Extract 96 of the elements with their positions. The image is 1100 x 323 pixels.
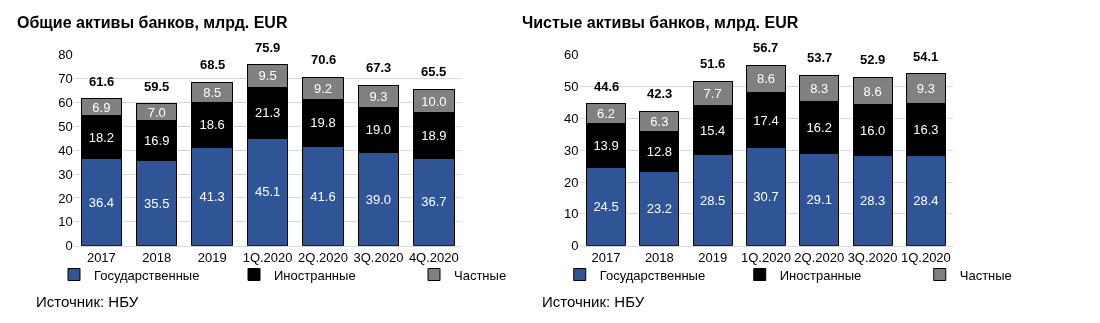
y-tick-label: 20	[58, 190, 73, 206]
chart-title: Чистые активы банков, млрд. EUR	[522, 14, 799, 31]
data-label: 23.2	[646, 201, 672, 217]
data-label: 9.3	[916, 81, 935, 97]
text: Источник: НБУ	[36, 293, 139, 310]
legend-label: Частные	[959, 267, 1012, 283]
total-label: 59.5	[144, 79, 170, 94]
total-label: 53.7	[807, 50, 833, 65]
series-label: Государственные	[599, 267, 706, 283]
data-label: 39.0	[365, 191, 392, 207]
total-label: 54.1	[913, 49, 939, 64]
y-tick-label: 70	[58, 71, 73, 87]
x-tick-label: 4Q.2020	[408, 250, 459, 266]
data-label: 16.9	[144, 133, 170, 149]
data-label: 8.6	[863, 83, 882, 99]
data-label: 28.4	[913, 193, 939, 209]
y-tick-label: 40	[58, 142, 73, 158]
y-tick-label: 0	[65, 238, 73, 254]
data-label: 15.4	[699, 122, 726, 138]
x-tick-label: 2017	[86, 250, 116, 266]
data-label: 24.5	[593, 199, 619, 215]
data-label: 6.2	[597, 106, 616, 122]
x-tick-label: 1Q.2020	[900, 250, 951, 266]
x-tick-label: 2019	[698, 250, 728, 266]
data-label: 9.2	[313, 80, 333, 96]
data-label: 16.0	[859, 122, 886, 138]
data-label: 41.3	[199, 188, 225, 204]
data-label: 28.3	[859, 193, 886, 209]
data-label: 8.6	[756, 71, 775, 87]
x-tick-label: 2018	[142, 250, 172, 266]
y-tick-label: 50	[563, 79, 579, 95]
x-tick-label: 2Q.2020	[794, 250, 845, 266]
y-tick-label: 60	[563, 47, 579, 63]
data-label: 13.9	[593, 138, 619, 154]
data-label: 36.4	[88, 194, 115, 210]
y-tick-label: 80	[58, 47, 73, 63]
data-label: 35.5	[144, 195, 170, 211]
data-label: 18.2	[88, 129, 115, 145]
data-label: 21.3	[254, 105, 281, 121]
y-tick-label: 30	[58, 166, 73, 182]
x-tick-label: 2Q.2020	[298, 250, 348, 266]
y-tick-label: 0	[571, 238, 579, 254]
y-tick-label: 10	[563, 206, 579, 222]
data-label: 16.2	[806, 119, 832, 135]
total-label: 42.3	[647, 86, 673, 101]
data-label: 45.1	[254, 184, 281, 200]
legend-label: Иностранные	[779, 267, 862, 283]
x-tick-label: 2017	[591, 250, 621, 266]
total-label: 52.9	[860, 52, 886, 67]
x-tick-label: 1Q.2020	[741, 250, 791, 266]
data-label: 8.5	[203, 85, 222, 101]
data-label: 9.5	[258, 68, 277, 84]
data-label: 30.7	[753, 189, 779, 205]
x-tick-label: 1Q.2020	[242, 250, 293, 266]
x-tick-label: 2018	[644, 250, 674, 266]
chart-title: Общие активы банков, млрд. EUR	[17, 14, 288, 31]
y-tick-label: 50	[58, 118, 73, 134]
y-tick-label: 40	[563, 110, 579, 126]
legend-label: Государственные	[94, 267, 200, 283]
total-label: 56.7	[753, 40, 779, 55]
y-tick-label: 10	[58, 214, 73, 230]
total-label: 61.6	[89, 74, 115, 89]
data-label: 10.0	[421, 93, 447, 109]
total-label: 65.5	[421, 64, 447, 79]
data-label: 28.5	[699, 192, 726, 208]
data-label: 6.9	[92, 99, 111, 115]
data-label: 36.7	[421, 194, 447, 210]
total-label: 75.9	[255, 40, 281, 55]
data-label: 19.0	[365, 122, 392, 138]
data-label: 19.8	[310, 115, 336, 131]
total-label: 70.6	[311, 52, 337, 67]
x-tick-label: 2019	[197, 250, 227, 266]
data-label: 18.6	[199, 117, 225, 133]
total-label: 67.3	[366, 60, 392, 75]
data-label: 6.3	[650, 113, 669, 129]
data-label: 18.9	[421, 128, 447, 144]
data-label: 41.6	[310, 188, 336, 204]
data-label: 29.1	[806, 191, 832, 207]
y-tick-label: 60	[58, 95, 73, 111]
y-tick-label: 20	[563, 174, 579, 190]
data-label: 16.3	[913, 121, 939, 137]
y-tick-label: 30	[563, 142, 579, 158]
data-label: 12.8	[646, 143, 672, 159]
data-label: 9.3	[369, 88, 388, 104]
data-label: 17.4	[753, 112, 779, 128]
legend-label: Иностранные	[274, 267, 356, 283]
text: Источник: НБУ	[542, 293, 645, 310]
total-label: 68.5	[200, 57, 226, 72]
data-label: 7.7	[703, 86, 722, 102]
data-label: 7.0	[147, 104, 166, 120]
x-tick-label: 3Q.2020	[847, 250, 898, 266]
data-label: 8.3	[810, 80, 829, 96]
total-label: 51.6	[700, 56, 726, 71]
total-label: 44.6	[594, 79, 620, 94]
x-tick-label: 3Q.2020	[353, 250, 404, 266]
legend-label: Частные	[454, 267, 507, 283]
